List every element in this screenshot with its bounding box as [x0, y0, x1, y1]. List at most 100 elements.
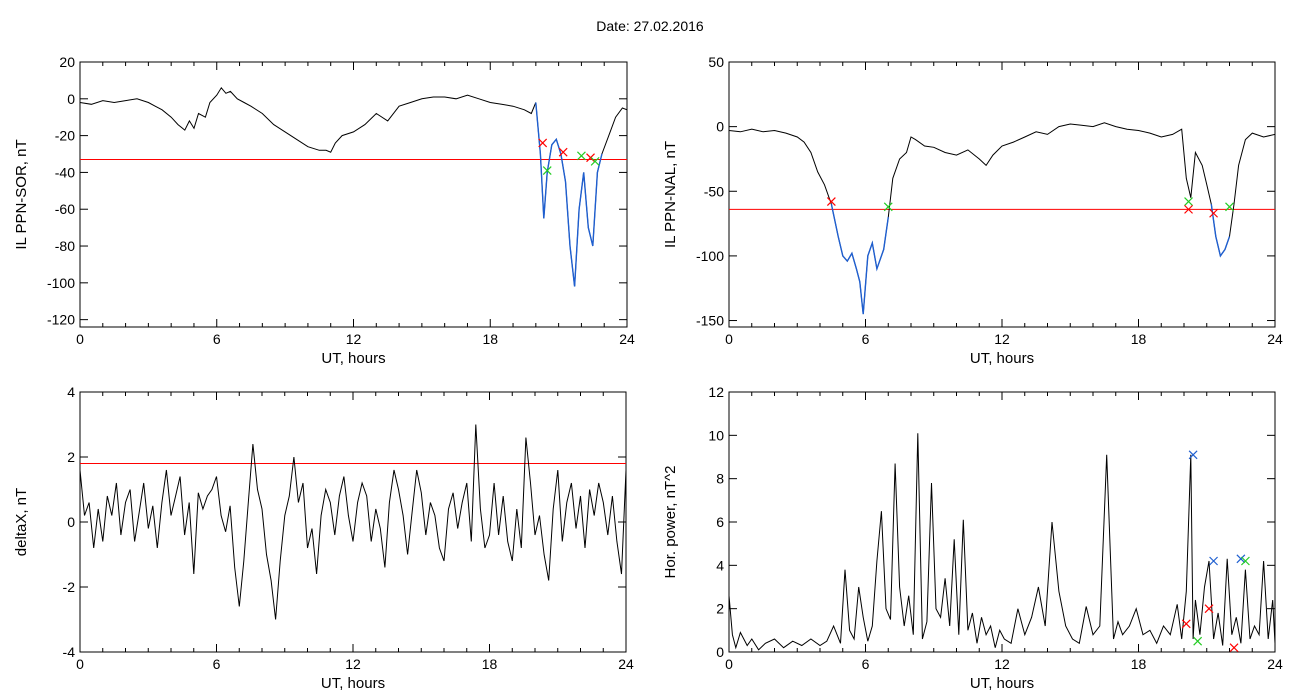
y-tick-label: -40: [55, 164, 75, 180]
x-tick-label: 24: [1267, 656, 1283, 672]
y-tick-label: 8: [716, 471, 724, 487]
figure-title: Date: 27.02.2016: [596, 18, 704, 34]
marker-stroke: [586, 153, 595, 163]
y-axis-label: deltaX, nT: [13, 488, 30, 556]
series-line: [729, 122, 1275, 315]
marker-stroke: [1241, 556, 1250, 566]
marker-stroke: [590, 156, 600, 166]
marker-stroke: [1184, 204, 1193, 214]
y-tick-label: 12: [708, 384, 724, 400]
x-axis-label: UT, hours: [321, 350, 385, 367]
x-tick-label: 18: [482, 656, 498, 672]
marker-red: [1229, 643, 1239, 652]
marker-stroke: [542, 166, 552, 176]
marker-green: [1184, 197, 1193, 207]
plot-area: [80, 86, 627, 287]
marker-red: [1204, 604, 1214, 614]
x-tick-label: 0: [76, 331, 84, 347]
plot-frame: [79, 391, 627, 653]
highlight-segment: [830, 204, 889, 315]
x-tick-label: 18: [482, 331, 498, 347]
y-tick-label: 4: [716, 557, 724, 573]
marker-green: [1193, 636, 1203, 646]
y-tick-label: 50: [708, 54, 724, 70]
marker-red: [826, 197, 836, 207]
x-tick-label: 24: [618, 656, 634, 672]
y-tick-label: 4: [67, 384, 75, 400]
x-tick-label: 0: [725, 331, 733, 347]
marker-stroke: [826, 197, 836, 207]
marker-green: [590, 156, 600, 166]
marker-stroke: [1209, 208, 1218, 218]
y-tick-label: -20: [55, 128, 75, 144]
y-tick-label: 2: [716, 601, 724, 617]
plot-area: [729, 433, 1275, 652]
marker-stroke: [1204, 604, 1214, 614]
x-tick-label: 18: [1131, 331, 1147, 347]
marker-stroke: [1181, 619, 1191, 629]
x-tick-label: 24: [619, 331, 635, 347]
series-line: [80, 424, 626, 620]
marker-red: [1184, 204, 1193, 214]
marker-red: [1209, 208, 1218, 218]
y-tick-label: -2: [63, 579, 76, 595]
marker-stroke: [1209, 556, 1218, 566]
x-tick-label: 12: [994, 656, 1010, 672]
y-tick-label: -120: [47, 312, 75, 328]
marker-red: [558, 147, 568, 157]
plot-area: [729, 122, 1275, 315]
x-tick-label: 0: [76, 656, 84, 672]
y-tick-label: 0: [67, 514, 75, 530]
marker-green: [542, 166, 552, 176]
highlight-segment: [535, 102, 603, 287]
x-tick-label: 24: [1267, 331, 1283, 347]
marker-stroke: [883, 202, 893, 212]
marker-green: [883, 202, 893, 212]
plot-frame: [728, 61, 1276, 328]
marker-blue: [1236, 554, 1246, 564]
marker-stroke: [1188, 450, 1198, 460]
marker-stroke: [1229, 643, 1239, 652]
y-tick-label: 0: [67, 91, 75, 107]
y-tick-label: 2: [67, 449, 75, 465]
panel-hor-power: 0 6 12 18 24 12 10 8 6 4 2 0 UT, hours Hor. power, nT…: [662, 384, 1283, 692]
y-tick-label: -150: [696, 313, 724, 329]
y-tick-label: 10: [708, 427, 724, 443]
marker-blue: [1209, 556, 1218, 566]
y-tick-label: -50: [704, 183, 724, 199]
panel-ppn-sor: 0 6 12 18 24 20 0 -20 -40 -60 -80 -100 -120 UT, hours…: [13, 54, 635, 367]
marker-blue: [1188, 450, 1198, 460]
marker-green: [1241, 556, 1250, 566]
plot-area: [80, 424, 626, 620]
marker-stroke: [538, 138, 548, 148]
y-tick-label: 0: [716, 644, 724, 660]
marker-stroke: [1184, 197, 1193, 207]
x-tick-label: 6: [213, 331, 221, 347]
series-line: [80, 86, 627, 287]
marker-stroke: [576, 151, 586, 161]
y-tick-label: -100: [696, 248, 724, 264]
y-tick-label: 0: [716, 119, 724, 135]
marker-red: [1181, 619, 1191, 629]
y-axis-label: IL PPN-NAL, nT: [662, 141, 679, 248]
marker-stroke: [1236, 554, 1246, 564]
x-tick-label: 12: [346, 331, 362, 347]
x-tick-label: 12: [994, 331, 1010, 347]
panel-ppn-nal: 0 6 12 18 24 50 0 -50 -100 -150 UT, hours IL PPN-NA…: [662, 54, 1283, 367]
y-tick-label: 6: [716, 514, 724, 530]
y-tick-label: 20: [59, 54, 75, 70]
marker-stroke: [1225, 202, 1234, 212]
x-tick-label: 6: [862, 331, 870, 347]
marker-red: [538, 138, 548, 148]
x-axis-label: UT, hours: [970, 675, 1034, 692]
marker-stroke: [558, 147, 568, 157]
y-axis-label: IL PPN-SOR, nT: [13, 139, 30, 249]
highlight-segment: [1210, 204, 1231, 258]
marker-green: [1225, 202, 1234, 212]
x-tick-label: 0: [725, 656, 733, 672]
y-tick-label: -80: [55, 238, 75, 254]
series-line: [729, 433, 1275, 651]
panel-deltax: 0 6 12 18 24 4 2 0 -2 -4 UT, hours deltaX, nT: [13, 384, 634, 692]
x-tick-label: 6: [862, 656, 870, 672]
